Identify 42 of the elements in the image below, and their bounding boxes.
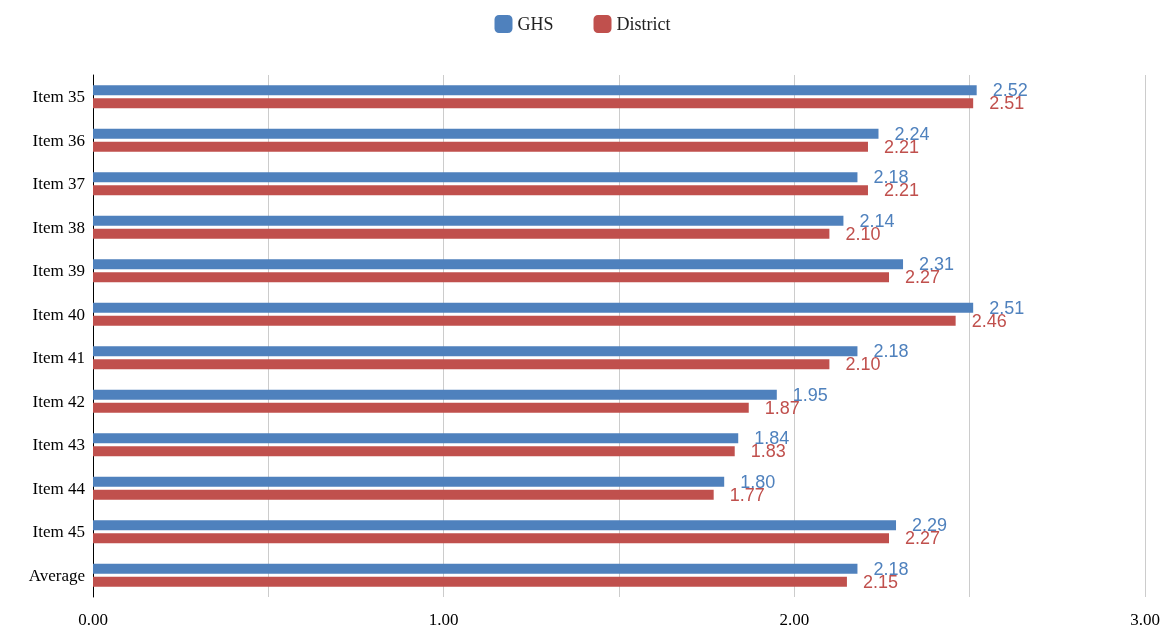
bar	[93, 533, 890, 544]
x-tick-label: 3.00	[1130, 610, 1160, 628]
bar	[93, 98, 974, 109]
bar	[93, 433, 739, 444]
bar	[93, 272, 890, 283]
bar	[93, 228, 830, 239]
y-tick-label: Item 35	[32, 87, 85, 107]
y-tick-label: Item 41	[32, 348, 85, 368]
y-tick-label: Item 37	[32, 174, 86, 194]
bar	[93, 128, 879, 139]
y-tick-label: Item 36	[32, 130, 85, 150]
y-tick-label: Item 38	[32, 217, 85, 237]
x-tick-label: 0.00	[78, 610, 108, 628]
x-tick-label: 2.00	[779, 610, 810, 628]
y-tick-label: Item 40	[32, 304, 85, 324]
x-tick-label: 1.00	[428, 610, 459, 628]
legend-label: District	[616, 14, 671, 34]
bar	[93, 315, 956, 326]
bar	[93, 489, 714, 500]
y-tick-label: Average	[28, 565, 85, 585]
bar	[93, 402, 749, 413]
bar	[93, 346, 858, 357]
y-tick-label: Item 43	[32, 435, 85, 455]
bar	[93, 85, 977, 96]
y-tick-label: Item 39	[32, 261, 85, 281]
bar	[93, 185, 868, 196]
bar	[93, 576, 847, 587]
bar	[93, 520, 897, 531]
bar	[93, 359, 830, 370]
bar	[93, 446, 735, 457]
bar	[93, 259, 904, 270]
y-tick-label: Item 42	[32, 391, 85, 411]
y-tick-label: Item 44	[32, 478, 86, 498]
bar	[93, 172, 858, 183]
legend-label: GHS	[517, 14, 554, 34]
bar	[93, 141, 868, 152]
bar	[93, 302, 974, 313]
bar	[93, 389, 777, 400]
bar	[93, 563, 858, 574]
bar	[93, 215, 844, 226]
bar	[93, 476, 725, 487]
y-tick-label: Item 45	[32, 522, 85, 542]
